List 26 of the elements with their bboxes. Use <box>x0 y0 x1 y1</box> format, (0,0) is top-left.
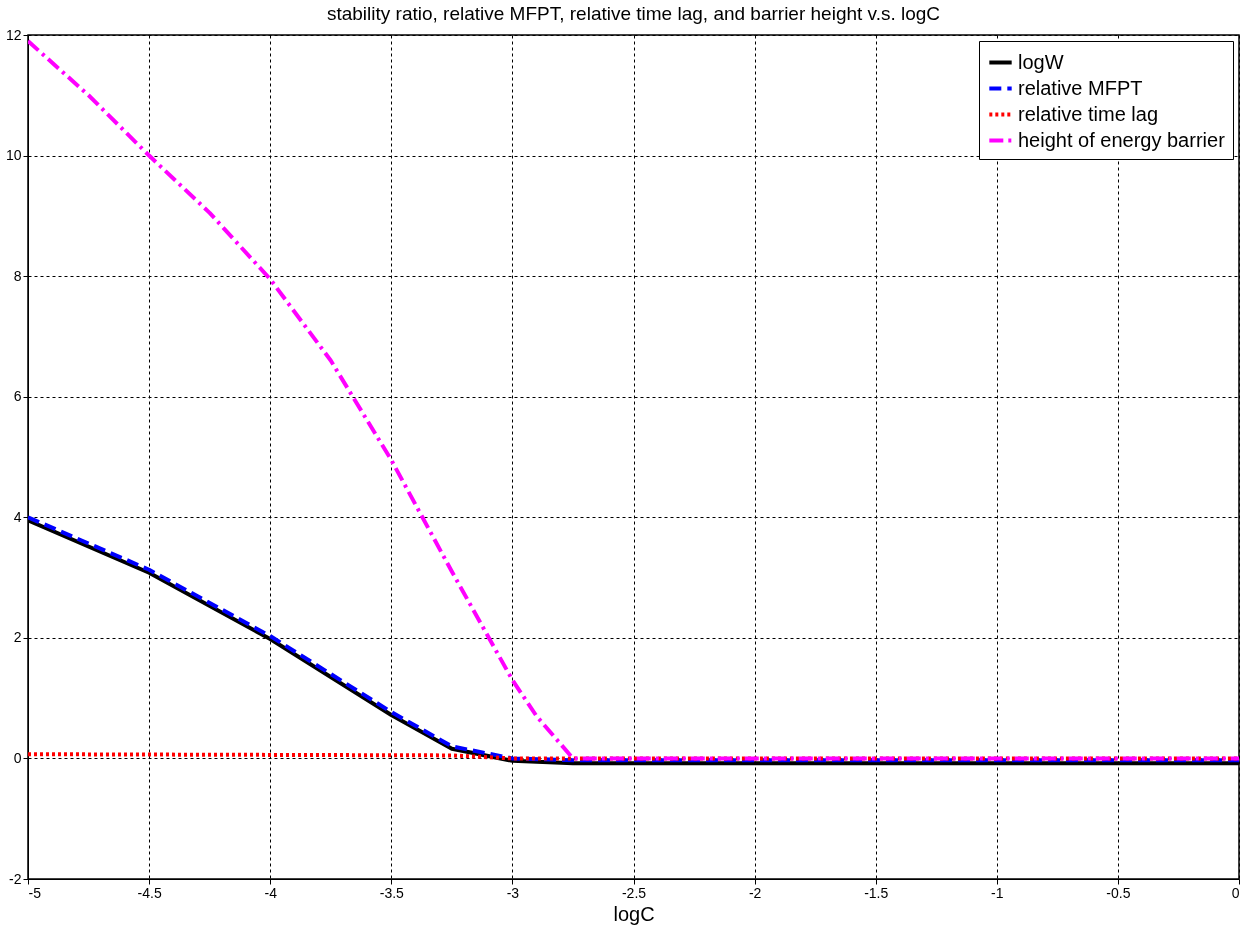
x-tick-label: -3 <box>506 884 520 901</box>
y-tick-label: 6 <box>13 388 22 405</box>
x-tick-label: -1 <box>991 884 1004 901</box>
x-tick-label: -0.5 <box>1106 884 1131 901</box>
x-tick-label: -5 <box>28 884 42 901</box>
legend-label: relative MFPT <box>1018 76 1143 99</box>
legend-label: relative time lag <box>1018 102 1159 125</box>
legend-label: height of energy barrier <box>1018 128 1226 151</box>
y-tick-label: 12 <box>5 26 22 43</box>
line-series <box>28 39 1239 761</box>
x-tick-label: -4.5 <box>137 884 162 901</box>
y-tick-label: 10 <box>5 147 22 164</box>
x-tick-label: -4 <box>264 884 278 901</box>
y-tick-label: 2 <box>13 629 22 646</box>
y-tick-label: 4 <box>13 508 22 525</box>
x-tick-label: -1.5 <box>864 884 889 901</box>
y-tick-label: 0 <box>13 749 22 766</box>
y-tick-label: -2 <box>9 870 22 887</box>
x-tick-label: -2 <box>748 884 762 901</box>
y-tick-label: 8 <box>13 267 22 284</box>
x-tick-label: 0 <box>1231 884 1240 901</box>
chart-title: stability ratio, relative MFPT, relative time lag, and barrier height v.s. logC <box>326 3 941 24</box>
x-tick-label: -3.5 <box>379 884 405 901</box>
legend-label: logW <box>1018 50 1064 73</box>
x-axis-title: logC <box>613 902 655 925</box>
x-tick-label: -2.5 <box>621 884 647 901</box>
